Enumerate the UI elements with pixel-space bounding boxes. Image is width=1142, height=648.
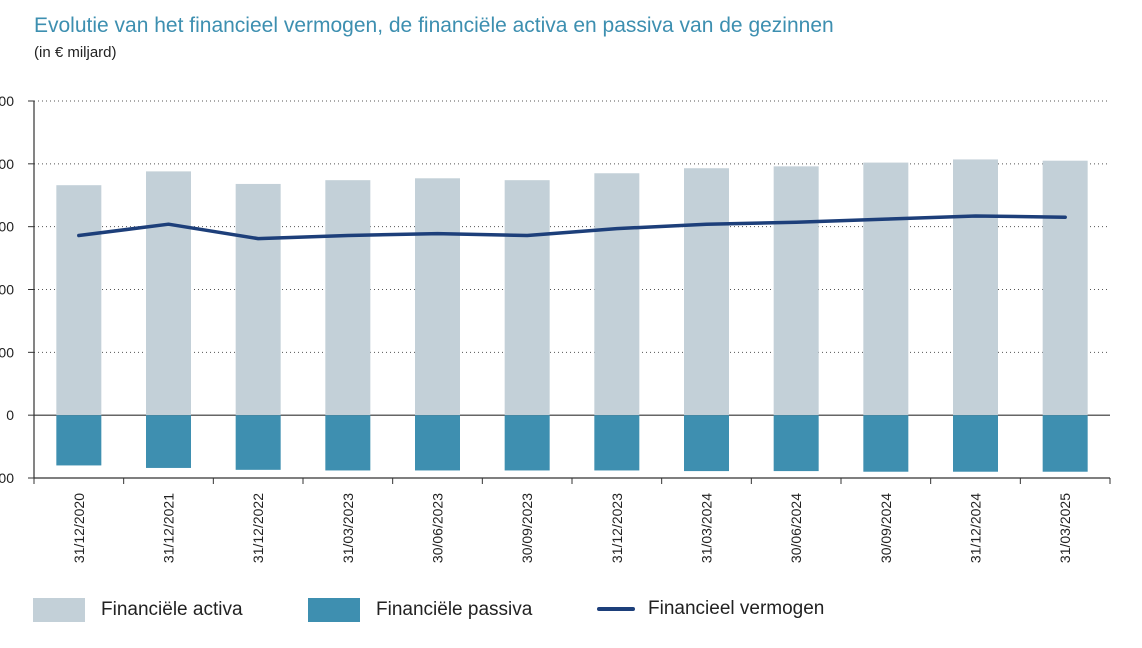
legend-label-vermogen: Financieel vermogen (648, 598, 825, 619)
bar-passiva (325, 415, 371, 471)
bar-passiva (953, 415, 998, 472)
x-tick-label: 30/06/2024 (788, 493, 804, 563)
bar-activa (953, 159, 998, 416)
bar-activa (504, 180, 550, 416)
bar-passiva (863, 415, 909, 472)
x-tick-label: 31/12/2021 (161, 493, 177, 563)
bar-activa (235, 183, 281, 416)
x-tick-label: 30/09/2023 (519, 493, 535, 563)
y-tick-label: 000 (0, 93, 14, 109)
bar-passiva (684, 415, 729, 472)
bar-passiva (504, 415, 550, 471)
y-tick-label: 000 (0, 282, 14, 298)
legend-line-vermogen (597, 607, 635, 611)
legend-item-activa: Financiële activa (33, 598, 243, 622)
x-tick-label: 31/03/2024 (699, 493, 715, 563)
bar-activa (684, 168, 729, 416)
y-tick-label: 000 (0, 344, 14, 360)
bar-activa (1042, 160, 1088, 416)
bar-activa (325, 180, 371, 416)
bar-passiva (1042, 415, 1088, 472)
legend-item-passiva: Financiële passiva (308, 598, 532, 622)
x-tick-label: 31/12/2024 (968, 493, 984, 563)
chart-canvas: 000000000000000000031/12/202031/12/20213… (0, 93, 1111, 563)
bar-passiva (146, 415, 191, 468)
x-tick-label: 30/06/2023 (430, 493, 446, 563)
x-tick-label: 31/03/2025 (1057, 493, 1073, 563)
bar-passiva (235, 415, 281, 470)
x-tick-label: 31/03/2023 (340, 493, 356, 563)
chart-subtitle: (in € miljard) (34, 44, 117, 61)
chart-title: Evolutie van het financieel vermogen, de… (34, 14, 834, 37)
legend-swatch-passiva (308, 598, 360, 622)
x-tick-label: 30/09/2024 (878, 493, 894, 563)
bar-passiva (594, 415, 640, 471)
bar-activa (56, 185, 102, 416)
bar-activa (146, 171, 191, 416)
bar-passiva (415, 415, 460, 471)
bar-passiva (773, 415, 819, 472)
bar-activa (415, 178, 460, 416)
bar-passiva (56, 415, 102, 466)
legend-swatch-activa (33, 598, 85, 622)
legend-label-passiva: Financiële passiva (376, 599, 533, 620)
line-vermogen (77, 214, 1067, 241)
x-tick-label: 31/12/2023 (609, 493, 625, 563)
x-tick-label: 31/12/2020 (71, 493, 87, 563)
y-tick-label: 000 (0, 470, 14, 486)
x-tick-label: 31/12/2022 (250, 493, 266, 563)
legend: Financiële activa Financiële passiva Fin… (0, 598, 1142, 632)
legend-item-vermogen: Financieel vermogen (590, 598, 824, 620)
y-tick-label: 000 (0, 219, 14, 235)
y-tick-label: 0 (6, 407, 14, 423)
legend-label-activa: Financiële activa (101, 599, 243, 620)
bar-activa (594, 173, 640, 416)
y-tick-label: 000 (0, 156, 14, 172)
bar-activa (773, 166, 819, 416)
bar-activa (863, 162, 909, 416)
